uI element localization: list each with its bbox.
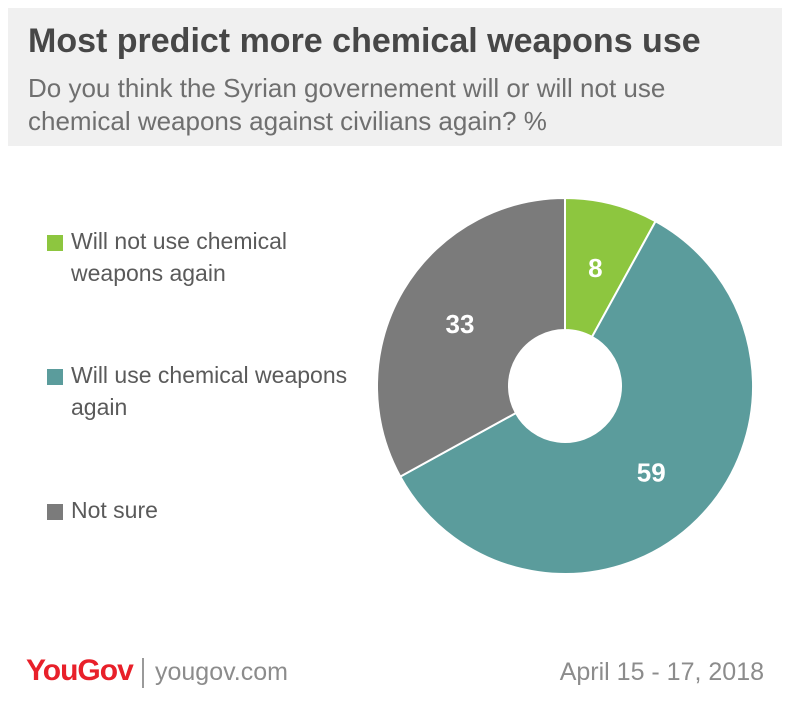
- legend-swatch-will-use: [47, 369, 63, 385]
- pie-slice-will-use: [398, 219, 754, 575]
- header-panel: Most predict more chemical weapons use D…: [8, 8, 782, 146]
- footer-divider: [142, 658, 144, 688]
- chart-title: Most predict more chemical weapons use: [28, 22, 701, 60]
- legend-swatch-will-not-use: [47, 235, 63, 251]
- legend-swatch-not-sure: [47, 504, 63, 520]
- chart-subtitle: Do you think the Syrian governement will…: [28, 73, 666, 136]
- legend-label-will-not-use: Will not use chemical weapons again: [71, 228, 288, 286]
- yougov-logo: YouGov: [26, 654, 134, 687]
- pie-slice-not-sure: [376, 196, 566, 478]
- data-label-will-not-use: 8: [588, 253, 602, 283]
- data-label-not-sure: 33: [446, 309, 475, 339]
- legend-label-will-use: Will use chemical weapons again: [71, 362, 348, 420]
- footer-date: April 15 - 17, 2018: [559, 658, 764, 686]
- footer-url[interactable]: yougov.com: [155, 658, 288, 686]
- legend-label-not-sure: Not sure: [71, 497, 158, 523]
- data-label-will-use: 59: [637, 457, 666, 487]
